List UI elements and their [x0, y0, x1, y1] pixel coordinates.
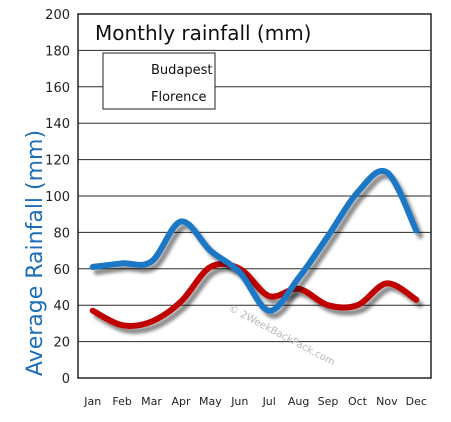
x-tick-label: Jul: [262, 395, 276, 408]
x-tick-label: Jun: [230, 395, 248, 408]
chart-title: Monthly rainfall (mm): [95, 21, 311, 45]
y-axis-label: Average Rainfall (mm): [23, 130, 48, 376]
data-point-florence-mar: [149, 259, 155, 265]
data-point-budapest-dec: [413, 297, 419, 303]
data-point-budapest-oct: [354, 302, 360, 308]
x-tick-label: Apr: [171, 395, 191, 408]
y-tick-label: 200: [45, 8, 70, 23]
x-tick-label: Oct: [348, 395, 368, 408]
x-tick-label: Jan: [83, 395, 101, 408]
y-tick-label: 180: [45, 44, 70, 59]
data-point-florence-jun: [237, 269, 243, 275]
x-tick-label: Sep: [318, 395, 339, 408]
x-tick-label: Dec: [406, 395, 427, 408]
series-lines: [89, 167, 420, 329]
series-line-florence: [89, 167, 420, 314]
data-point-budapest-nov: [384, 280, 390, 286]
data-point-budapest-feb: [119, 322, 125, 328]
y-tick-label: 40: [53, 299, 70, 314]
y-tick-label: 140: [45, 117, 70, 132]
data-point-budapest-aug: [296, 286, 302, 292]
data-point-florence-may: [207, 248, 213, 254]
legend-label-florence: Florence: [151, 90, 207, 105]
data-point-florence-dec: [413, 228, 419, 234]
data-point-florence-apr: [178, 218, 184, 224]
legend-box: [102, 52, 216, 110]
data-point-budapest-apr: [178, 299, 184, 305]
y-tick-label: 20: [53, 336, 70, 351]
x-tick-label: Feb: [112, 395, 131, 408]
data-point-florence-feb: [119, 260, 125, 266]
data-point-florence-jul: [266, 308, 272, 314]
series-line-budapest: [89, 260, 420, 329]
data-point-florence-oct: [354, 189, 360, 195]
data-point-florence-jan: [90, 264, 96, 270]
data-point-budapest-sep: [325, 302, 331, 308]
y-tick-label: 120: [45, 154, 70, 169]
y-tick-label: 0: [62, 372, 70, 387]
data-point-florence-sep: [325, 233, 331, 239]
y-tick-label: 100: [45, 190, 70, 205]
data-point-budapest-jul: [266, 293, 272, 299]
x-tick-label: Mar: [141, 395, 162, 408]
y-tick-label: 80: [53, 226, 70, 241]
legend: Budapest Florence: [102, 52, 216, 110]
series-florence: [89, 167, 420, 314]
legend-label-budapest: Budapest: [151, 63, 213, 78]
data-point-florence-nov: [384, 169, 390, 175]
y-tick-label: 60: [53, 263, 70, 278]
x-tick-label: May: [199, 395, 222, 408]
x-tick-label: Aug: [288, 395, 309, 408]
data-point-budapest-jan: [90, 308, 96, 314]
x-tick-labels: Jan Feb Mar Apr May Jun Jul Aug Sep Oct Nov Dec: [83, 395, 427, 408]
y-tick-labels: 0 20 40 60 80 100 120 140 160 180 200: [45, 8, 70, 387]
x-tick-label: Nov: [376, 395, 398, 408]
data-point-budapest-mar: [149, 319, 155, 325]
data-point-florence-aug: [296, 275, 302, 281]
grid-lines: [78, 49, 431, 343]
data-point-budapest-may: [207, 264, 213, 270]
series-budapest: [89, 260, 420, 329]
y-tick-label: 160: [45, 81, 70, 96]
